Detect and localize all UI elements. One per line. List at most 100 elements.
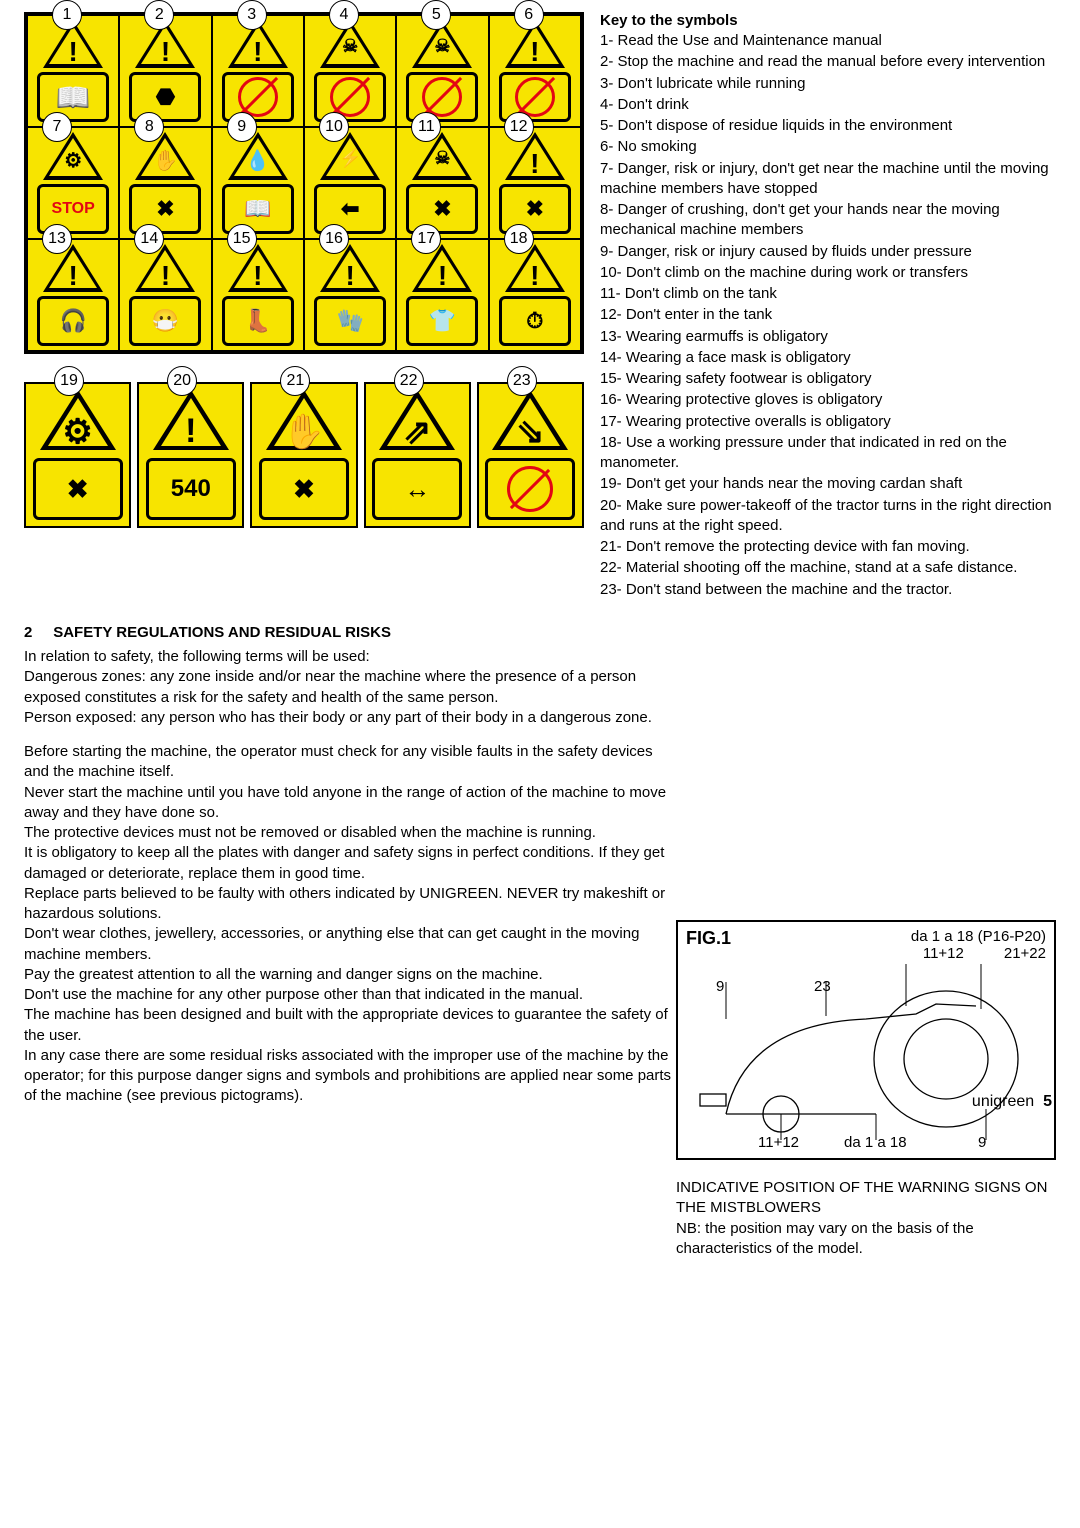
symbol-number: 1 <box>52 0 82 30</box>
symbol-3: 3 ! <box>213 16 303 126</box>
symbol-number: 18 <box>504 224 534 254</box>
symbol-18: 18 ! ⏱ <box>490 240 580 350</box>
key-item: 18- Use a working pressure under that in… <box>600 433 1056 474</box>
symbol-number: 13 <box>42 224 72 254</box>
key-to-symbols: Key to the symbols 1- Read the Use and M… <box>600 12 1056 601</box>
figure-ref: 21+22 <box>1004 945 1046 962</box>
paragraph: It is obligatory to keep all the plates … <box>24 843 674 884</box>
fan-guard-icon: ✖ <box>259 458 349 520</box>
manometer-icon: ⏱ <box>499 296 571 346</box>
key-item: 7- Danger, risk or injury, don't get nea… <box>600 159 1056 200</box>
paragraph: Don't use the machine for any other purp… <box>24 985 674 1005</box>
key-item: 5- Don't dispose of residue liquids in t… <box>600 116 1056 136</box>
symbol-13: 13 ! 🎧 <box>28 240 118 350</box>
caption-line: INDICATIVE POSITION OF THE WARNING SIGNS… <box>676 1178 1056 1219</box>
safety-symbols-grid-5: 19 ⚙ ✖ 20 ! 540 21 ✋ ✖ 22 ⇗ ↔ 23 ⇘ <box>24 382 584 528</box>
symbol-6: 6 ! <box>490 16 580 126</box>
symbol-14: 14 ! 😷 <box>120 240 210 350</box>
symbol-number: 7 <box>42 112 72 142</box>
page-footer: unigreen 5 <box>972 1093 1052 1111</box>
symbol-15: 15 ! 👢 <box>213 240 303 350</box>
overalls-icon: 👕 <box>406 296 478 346</box>
key-item: 14- Wearing a face mask is obligatory <box>600 348 1056 368</box>
symbol-number: 23 <box>507 366 537 396</box>
figure-label: 11+12 <box>758 1134 799 1151</box>
key-item: 11- Don't climb on the tank <box>600 284 1056 304</box>
gloves-icon: 🧤 <box>314 296 386 346</box>
key-item: 12- Don't enter in the tank <box>600 305 1056 325</box>
key-item: 22- Material shooting off the machine, s… <box>600 558 1056 578</box>
symbol-7: 7 ⚙ STOP <box>28 128 118 238</box>
key-item: 9- Danger, risk or injury caused by flui… <box>600 242 1056 262</box>
paragraph: In relation to safety, the following ter… <box>24 647 674 667</box>
symbol-10: 10 ⚡ ⬅ <box>305 128 395 238</box>
key-item: 1- Read the Use and Maintenance manual <box>600 31 1056 51</box>
symbol-8: 8 ✋ ✖ <box>120 128 210 238</box>
symbol-12: 12 ! ✖ <box>490 128 580 238</box>
safety-boots-icon: 👢 <box>222 296 294 346</box>
key-item: 21- Don't remove the protecting device w… <box>600 537 1056 557</box>
symbol-number: 9 <box>227 112 257 142</box>
page-number: 5 <box>1043 1093 1052 1110</box>
key-item: 4- Don't drink <box>600 95 1056 115</box>
key-item: 20- Make sure power-takeoff of the tract… <box>600 496 1056 537</box>
symbol-1: 1 ! <box>28 16 118 126</box>
between-machines-icon <box>485 458 575 520</box>
paragraph: In any case there are some residual risk… <box>24 1046 674 1107</box>
figure-label: 23 <box>814 978 831 995</box>
symbol-9: 9 💧 📖 <box>213 128 303 238</box>
symbol-number: 12 <box>504 112 534 142</box>
key-item: 2- Stop the machine and read the manual … <box>600 52 1056 72</box>
symbol-number: 20 <box>167 366 197 396</box>
paragraph: The protective devices must not be remov… <box>24 823 674 843</box>
key-item: 17- Wearing protective overalls is oblig… <box>600 412 1056 432</box>
symbol-21: 21 ✋ ✖ <box>250 382 357 528</box>
pto-540-icon: 540 <box>146 458 236 520</box>
key-item: 10- Don't climb on the machine during wo… <box>600 263 1056 283</box>
symbol-11: 11 ☠ ✖ <box>397 128 487 238</box>
figure-diagram: 9 23 11+12 da 1 a 18 9 <box>686 964 1046 1150</box>
brand-name: unigreen <box>972 1093 1034 1110</box>
symbol-number: 19 <box>54 366 84 396</box>
section-number: 2 <box>24 624 32 641</box>
mistblower-outline-icon <box>686 964 1046 1144</box>
paragraph: Don't wear clothes, jewellery, accessori… <box>24 924 674 965</box>
symbol-20: 20 ! 540 <box>137 382 244 528</box>
symbol-4: 4 ☠ <box>305 16 395 126</box>
key-item: 3- Don't lubricate while running <box>600 74 1056 94</box>
section-title: SAFETY REGULATIONS AND RESIDUAL RISKS <box>53 624 391 641</box>
key-item: 15- Wearing safety footwear is obligator… <box>600 369 1056 389</box>
symbol-number: 22 <box>394 366 424 396</box>
key-item: 6- No smoking <box>600 137 1056 157</box>
paragraph: Pay the greatest attention to all the wa… <box>24 965 674 985</box>
symbol-23: 23 ⇘ <box>477 382 584 528</box>
key-item: 13- Wearing earmuffs is obligatory <box>600 327 1056 347</box>
key-heading: Key to the symbols <box>600 12 1056 29</box>
paragraph: Replace parts believed to be faulty with… <box>24 884 674 925</box>
figure-label: da 1 a 18 <box>844 1134 907 1151</box>
key-item: 19- Don't get your hands near the moving… <box>600 474 1056 494</box>
symbol-number: 15 <box>227 224 257 254</box>
figure-ref: da 1 a 18 (P16-P20) <box>911 928 1046 945</box>
paragraph: Person exposed: any person who has their… <box>24 708 674 728</box>
face-mask-icon: 😷 <box>129 296 201 346</box>
symbol-number: 4 <box>329 0 359 30</box>
symbol-16: 16 ! 🧤 <box>305 240 395 350</box>
figure-title: FIG.1 <box>686 928 731 949</box>
paragraph: The machine has been designed and built … <box>24 1005 674 1046</box>
symbol-number: 3 <box>237 0 267 30</box>
figure-ref: 11+12 <box>923 945 964 962</box>
symbol-5: 5 ☠ <box>397 16 487 126</box>
figure-caption: INDICATIVE POSITION OF THE WARNING SIGNS… <box>676 1178 1056 1259</box>
symbol-2: 2 ! ⬣ <box>120 16 210 126</box>
symbol-17: 17 ! 👕 <box>397 240 487 350</box>
paragraph: Never start the machine until you have t… <box>24 783 674 824</box>
figure-label: 9 <box>716 978 724 995</box>
paragraph: Dangerous zones: any zone inside and/or … <box>24 667 674 708</box>
paragraph: Before starting the machine, the operato… <box>24 742 674 783</box>
symbol-number: 16 <box>319 224 349 254</box>
safety-symbols-grid-18: 1 ! 2 ! ⬣ 3 ! 4 ☠ <box>24 12 584 354</box>
section-heading: 2 SAFETY REGULATIONS AND RESIDUAL RISKS <box>24 623 674 643</box>
figure-1: FIG.1 da 1 a 18 (P16-P20) 11+12 21+22 9 <box>676 920 1056 1160</box>
symbol-number: 6 <box>514 0 544 30</box>
